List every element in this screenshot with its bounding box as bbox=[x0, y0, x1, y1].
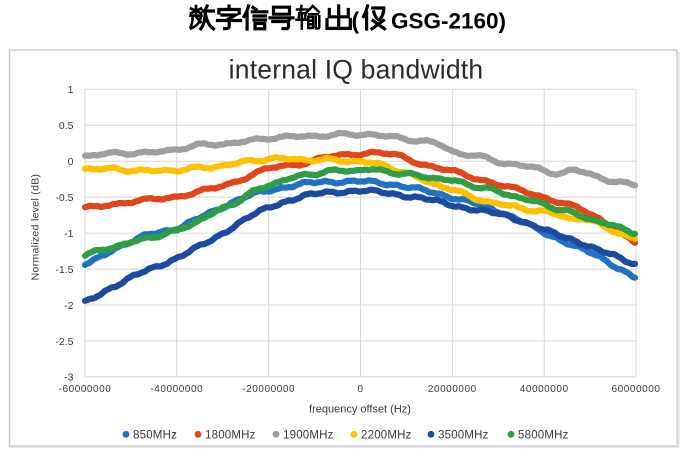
svg-text:-40000000: -40000000 bbox=[150, 384, 203, 395]
svg-text:-0.5: -0.5 bbox=[55, 192, 73, 204]
svg-text:1800MHz: 1800MHz bbox=[205, 430, 256, 442]
svg-text:(: ( bbox=[352, 7, 360, 33]
svg-text:5800MHz: 5800MHz bbox=[518, 430, 569, 442]
svg-text:850MHz: 850MHz bbox=[133, 430, 177, 442]
svg-text:-2: -2 bbox=[64, 300, 73, 312]
svg-text:-2.5: -2.5 bbox=[55, 336, 73, 348]
svg-text:Normalized level (dB): Normalized level (dB) bbox=[30, 174, 42, 281]
svg-text:GSG-2160): GSG-2160) bbox=[391, 8, 506, 33]
svg-text:-60000000: -60000000 bbox=[59, 384, 112, 395]
svg-text:-3: -3 bbox=[64, 372, 73, 384]
svg-text:1: 1 bbox=[68, 84, 74, 96]
svg-text:40000000: 40000000 bbox=[520, 384, 569, 395]
svg-text:0: 0 bbox=[357, 384, 363, 395]
svg-text:2200MHz: 2200MHz bbox=[361, 430, 412, 442]
svg-text:20000000: 20000000 bbox=[428, 384, 477, 395]
svg-text:frequency offset (Hz): frequency offset (Hz) bbox=[309, 403, 411, 415]
svg-text:0.5: 0.5 bbox=[59, 120, 74, 132]
svg-text:1900MHz: 1900MHz bbox=[283, 430, 334, 442]
svg-text:internal IQ bandwidth: internal IQ bandwidth bbox=[229, 55, 484, 85]
svg-text:-1.5: -1.5 bbox=[55, 264, 73, 276]
svg-text:60000000: 60000000 bbox=[612, 384, 661, 395]
svg-text:-1: -1 bbox=[64, 228, 73, 240]
svg-text:-20000000: -20000000 bbox=[242, 384, 295, 395]
svg-text:0: 0 bbox=[68, 156, 74, 168]
svg-text:3500MHz: 3500MHz bbox=[438, 430, 489, 442]
